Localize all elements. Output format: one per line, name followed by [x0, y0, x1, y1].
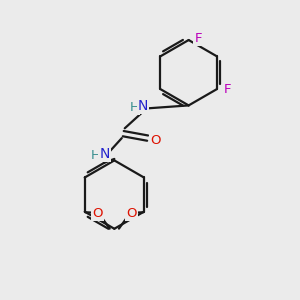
- Text: F: F: [224, 83, 231, 96]
- Text: O: O: [126, 207, 137, 220]
- Text: O: O: [150, 134, 160, 147]
- Text: N: N: [99, 147, 110, 161]
- Text: N: N: [138, 99, 148, 113]
- Text: H: H: [129, 101, 139, 114]
- Text: H: H: [91, 148, 100, 162]
- Text: F: F: [194, 32, 202, 45]
- Text: O: O: [92, 207, 103, 220]
